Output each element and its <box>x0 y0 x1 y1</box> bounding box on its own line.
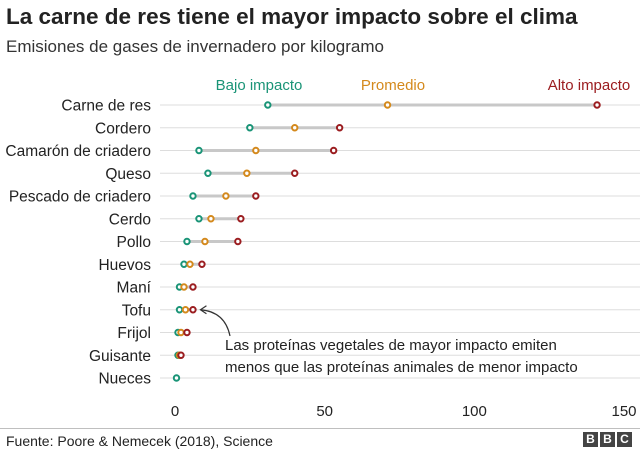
x-tick-label: 150 <box>611 403 636 420</box>
annotation-text: menos que las proteínas animales de meno… <box>225 359 578 376</box>
x-tick-label: 100 <box>462 403 487 420</box>
category-label: Cordero <box>95 120 151 137</box>
dot-avg <box>186 260 194 268</box>
category-label: Frijol <box>117 325 151 342</box>
category-label: Cerdo <box>109 211 151 228</box>
category-label: Queso <box>105 166 151 183</box>
dot-high <box>177 351 185 359</box>
annotation-arrow <box>200 309 231 337</box>
dot-high <box>198 260 206 268</box>
bbc-logo-letter: B <box>583 432 598 447</box>
dot-high <box>237 215 245 223</box>
footer-divider <box>0 428 640 429</box>
dot-high <box>189 283 197 291</box>
dot-avg <box>181 306 190 314</box>
dot-low <box>246 124 254 132</box>
dot-avg <box>252 146 260 155</box>
legend-high: Alto impacto <box>548 77 631 94</box>
category-label: Nueces <box>98 371 151 388</box>
dot-avg <box>243 169 251 177</box>
dot-low <box>172 374 181 382</box>
dot-low <box>175 306 184 314</box>
legend-low: Bajo impacto <box>216 77 303 94</box>
dot-high <box>189 306 197 314</box>
dot-low <box>195 215 203 223</box>
dot-avg <box>177 328 185 337</box>
dot-high <box>335 124 344 132</box>
dot-low <box>180 260 188 268</box>
dot-high <box>183 328 191 337</box>
legend-avg: Promedio <box>361 77 425 94</box>
dot-avg <box>383 101 392 109</box>
dot-low <box>189 192 197 200</box>
dot-low <box>195 146 203 155</box>
category-label: Maní <box>117 280 152 297</box>
category-label: Tofu <box>122 302 151 319</box>
annotation-arrowhead <box>199 305 207 315</box>
category-label: Huevos <box>98 257 151 274</box>
bbc-logo-letter: C <box>617 432 632 447</box>
x-tick-label: 0 <box>171 403 179 420</box>
category-label: Pescado de criadero <box>9 189 151 206</box>
dot-high <box>329 146 338 155</box>
category-label: Guisante <box>89 348 151 365</box>
bbc-logo-letter: B <box>600 432 615 447</box>
category-label: Carne de res <box>61 98 151 115</box>
dot-low <box>204 169 212 177</box>
dot-low <box>264 101 272 109</box>
source-note: Fuente: Poore & Nemecek (2018), Science <box>6 433 273 449</box>
chart-title: La carne de res tiene el mayor impacto s… <box>6 4 578 29</box>
x-tick-label: 50 <box>316 403 333 420</box>
category-label: Pollo <box>117 234 151 251</box>
dot-avg <box>207 215 215 223</box>
bbc-logo: B B C <box>583 432 632 447</box>
dot-high <box>593 101 601 109</box>
dot-low <box>183 237 191 246</box>
annotation-text: Las proteínas vegetales de mayor impacto… <box>225 337 557 354</box>
dot-avg <box>180 283 188 291</box>
dot-avg <box>201 237 209 246</box>
category-label: Camarón de criadero <box>5 143 151 160</box>
dot-high <box>234 237 242 246</box>
dot-high <box>252 192 260 200</box>
dot-avg <box>291 124 299 132</box>
dot-avg <box>222 192 230 200</box>
dot-range-chart: Bajo impacto Promedio Alto impacto Carne de… <box>5 77 640 420</box>
chart-subtitle: Emisiones de gases de invernadero por ki… <box>6 37 384 56</box>
dot-high <box>291 169 299 177</box>
